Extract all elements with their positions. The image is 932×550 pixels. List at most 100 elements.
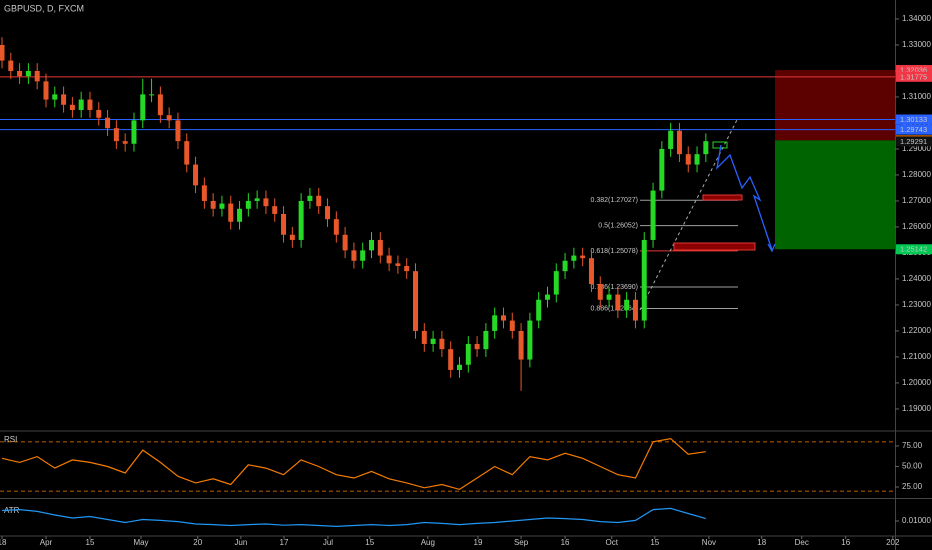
candle-body bbox=[43, 81, 49, 100]
candle-body bbox=[316, 195, 322, 207]
y-tick-label: 1.26000 bbox=[902, 222, 931, 231]
x-tick-label: 20 bbox=[193, 538, 202, 547]
y-tick-label: 1.27000 bbox=[902, 196, 931, 205]
y-tick-label: 1.20000 bbox=[902, 378, 931, 387]
candle-body bbox=[281, 213, 287, 235]
price-tag bbox=[896, 244, 932, 255]
y-tick-label: 1.31000 bbox=[902, 92, 931, 101]
fib-label: 0.5(1.26052) bbox=[598, 222, 638, 229]
pane-title: RSI bbox=[4, 435, 17, 444]
x-tick-label: 202 bbox=[886, 538, 900, 547]
x-tick-label: Sep bbox=[514, 538, 529, 547]
candle-body bbox=[113, 128, 119, 142]
x-tick-label: May bbox=[133, 538, 148, 547]
candle-body bbox=[325, 206, 331, 220]
candle-body bbox=[69, 104, 75, 110]
candle-body bbox=[360, 250, 366, 261]
candle-body bbox=[25, 70, 31, 77]
candle-body bbox=[8, 60, 14, 71]
x-tick-label: 17 bbox=[280, 538, 289, 547]
candle-body bbox=[61, 94, 67, 105]
x-tick-label: 15 bbox=[650, 538, 659, 547]
target-zone bbox=[775, 140, 895, 250]
stop-zone bbox=[775, 70, 895, 141]
y-tick-label: 1.19000 bbox=[902, 404, 931, 413]
candle-body bbox=[175, 120, 181, 142]
candle-body bbox=[518, 330, 524, 360]
fib-label: 0.886(1.22864) bbox=[591, 305, 638, 312]
candle-body bbox=[149, 94, 155, 96]
y-tick-label: 1.22000 bbox=[902, 326, 931, 335]
arrow-head bbox=[767, 243, 776, 253]
y-tick-label: 50.00 bbox=[902, 462, 923, 471]
candle-body bbox=[157, 94, 163, 116]
indicator-line bbox=[1, 437, 706, 491]
candle-body bbox=[597, 284, 603, 300]
candle-body bbox=[96, 109, 102, 118]
candle-body bbox=[685, 154, 691, 165]
candle-body bbox=[500, 315, 506, 321]
candle-body bbox=[131, 120, 137, 144]
x-tick-label: 18 bbox=[0, 538, 7, 547]
fib-label: 0.382(1.27027) bbox=[591, 197, 638, 204]
zone bbox=[673, 242, 756, 251]
candle-body bbox=[122, 141, 128, 144]
price-tag bbox=[896, 136, 932, 147]
candle-body bbox=[404, 265, 410, 272]
candle-body bbox=[606, 294, 612, 300]
candle-body bbox=[588, 258, 594, 285]
x-tick-label: Apr bbox=[40, 538, 53, 547]
candle-body bbox=[140, 94, 146, 121]
candle-body bbox=[298, 200, 304, 240]
candle-body bbox=[615, 294, 621, 311]
y-tick-label: 1.33000 bbox=[902, 40, 931, 49]
candle-body bbox=[668, 130, 674, 149]
y-tick-label: 0.01000 bbox=[902, 516, 931, 525]
candle-body bbox=[17, 70, 23, 77]
candle-body bbox=[430, 338, 436, 344]
x-tick-label: Jun bbox=[234, 538, 247, 547]
x-tick-label: 15 bbox=[86, 538, 95, 547]
x-tick-label: Nov bbox=[702, 538, 716, 547]
candle-body bbox=[483, 330, 489, 350]
y-tick-label: 1.29000 bbox=[902, 144, 931, 153]
candle-body bbox=[245, 200, 251, 209]
candle-body bbox=[571, 255, 577, 261]
fib-label: 0.618(1.25078) bbox=[591, 248, 638, 255]
candle-body bbox=[289, 234, 295, 240]
price-tag-label: 1.25142 bbox=[900, 245, 927, 254]
zone bbox=[702, 194, 743, 201]
candle-body bbox=[456, 364, 462, 370]
candle-body bbox=[78, 99, 84, 110]
x-tick-label: Oct bbox=[605, 538, 618, 547]
candle-body bbox=[307, 195, 313, 201]
candle-body bbox=[228, 203, 234, 222]
price-tag-label: 1.32036 bbox=[900, 66, 927, 75]
candle-body bbox=[333, 219, 339, 235]
candle-body bbox=[34, 70, 40, 82]
price-tag bbox=[896, 65, 932, 76]
candle-body bbox=[52, 94, 58, 100]
x-tick-label: 16 bbox=[561, 538, 570, 547]
candle-body bbox=[386, 255, 392, 264]
candle-body bbox=[166, 115, 172, 121]
fib-label: 0.786(1.23690) bbox=[591, 284, 638, 291]
y-tick-label: 1.34000 bbox=[902, 14, 931, 23]
candle-body bbox=[509, 320, 515, 331]
indicator-line bbox=[1, 507, 706, 528]
x-tick-label: 18 bbox=[757, 538, 766, 547]
candle-body bbox=[474, 343, 480, 350]
candle-body bbox=[254, 198, 260, 201]
candle-body bbox=[342, 234, 348, 251]
x-tick-label: 19 bbox=[474, 538, 483, 547]
candle-body bbox=[536, 299, 542, 321]
candle-body bbox=[492, 315, 498, 331]
candle-body bbox=[553, 271, 559, 295]
candle-body bbox=[448, 349, 454, 370]
candle-body bbox=[527, 320, 533, 360]
drawing-annotations bbox=[639, 117, 776, 311]
candle-body bbox=[272, 206, 278, 214]
price-tag bbox=[896, 124, 932, 135]
